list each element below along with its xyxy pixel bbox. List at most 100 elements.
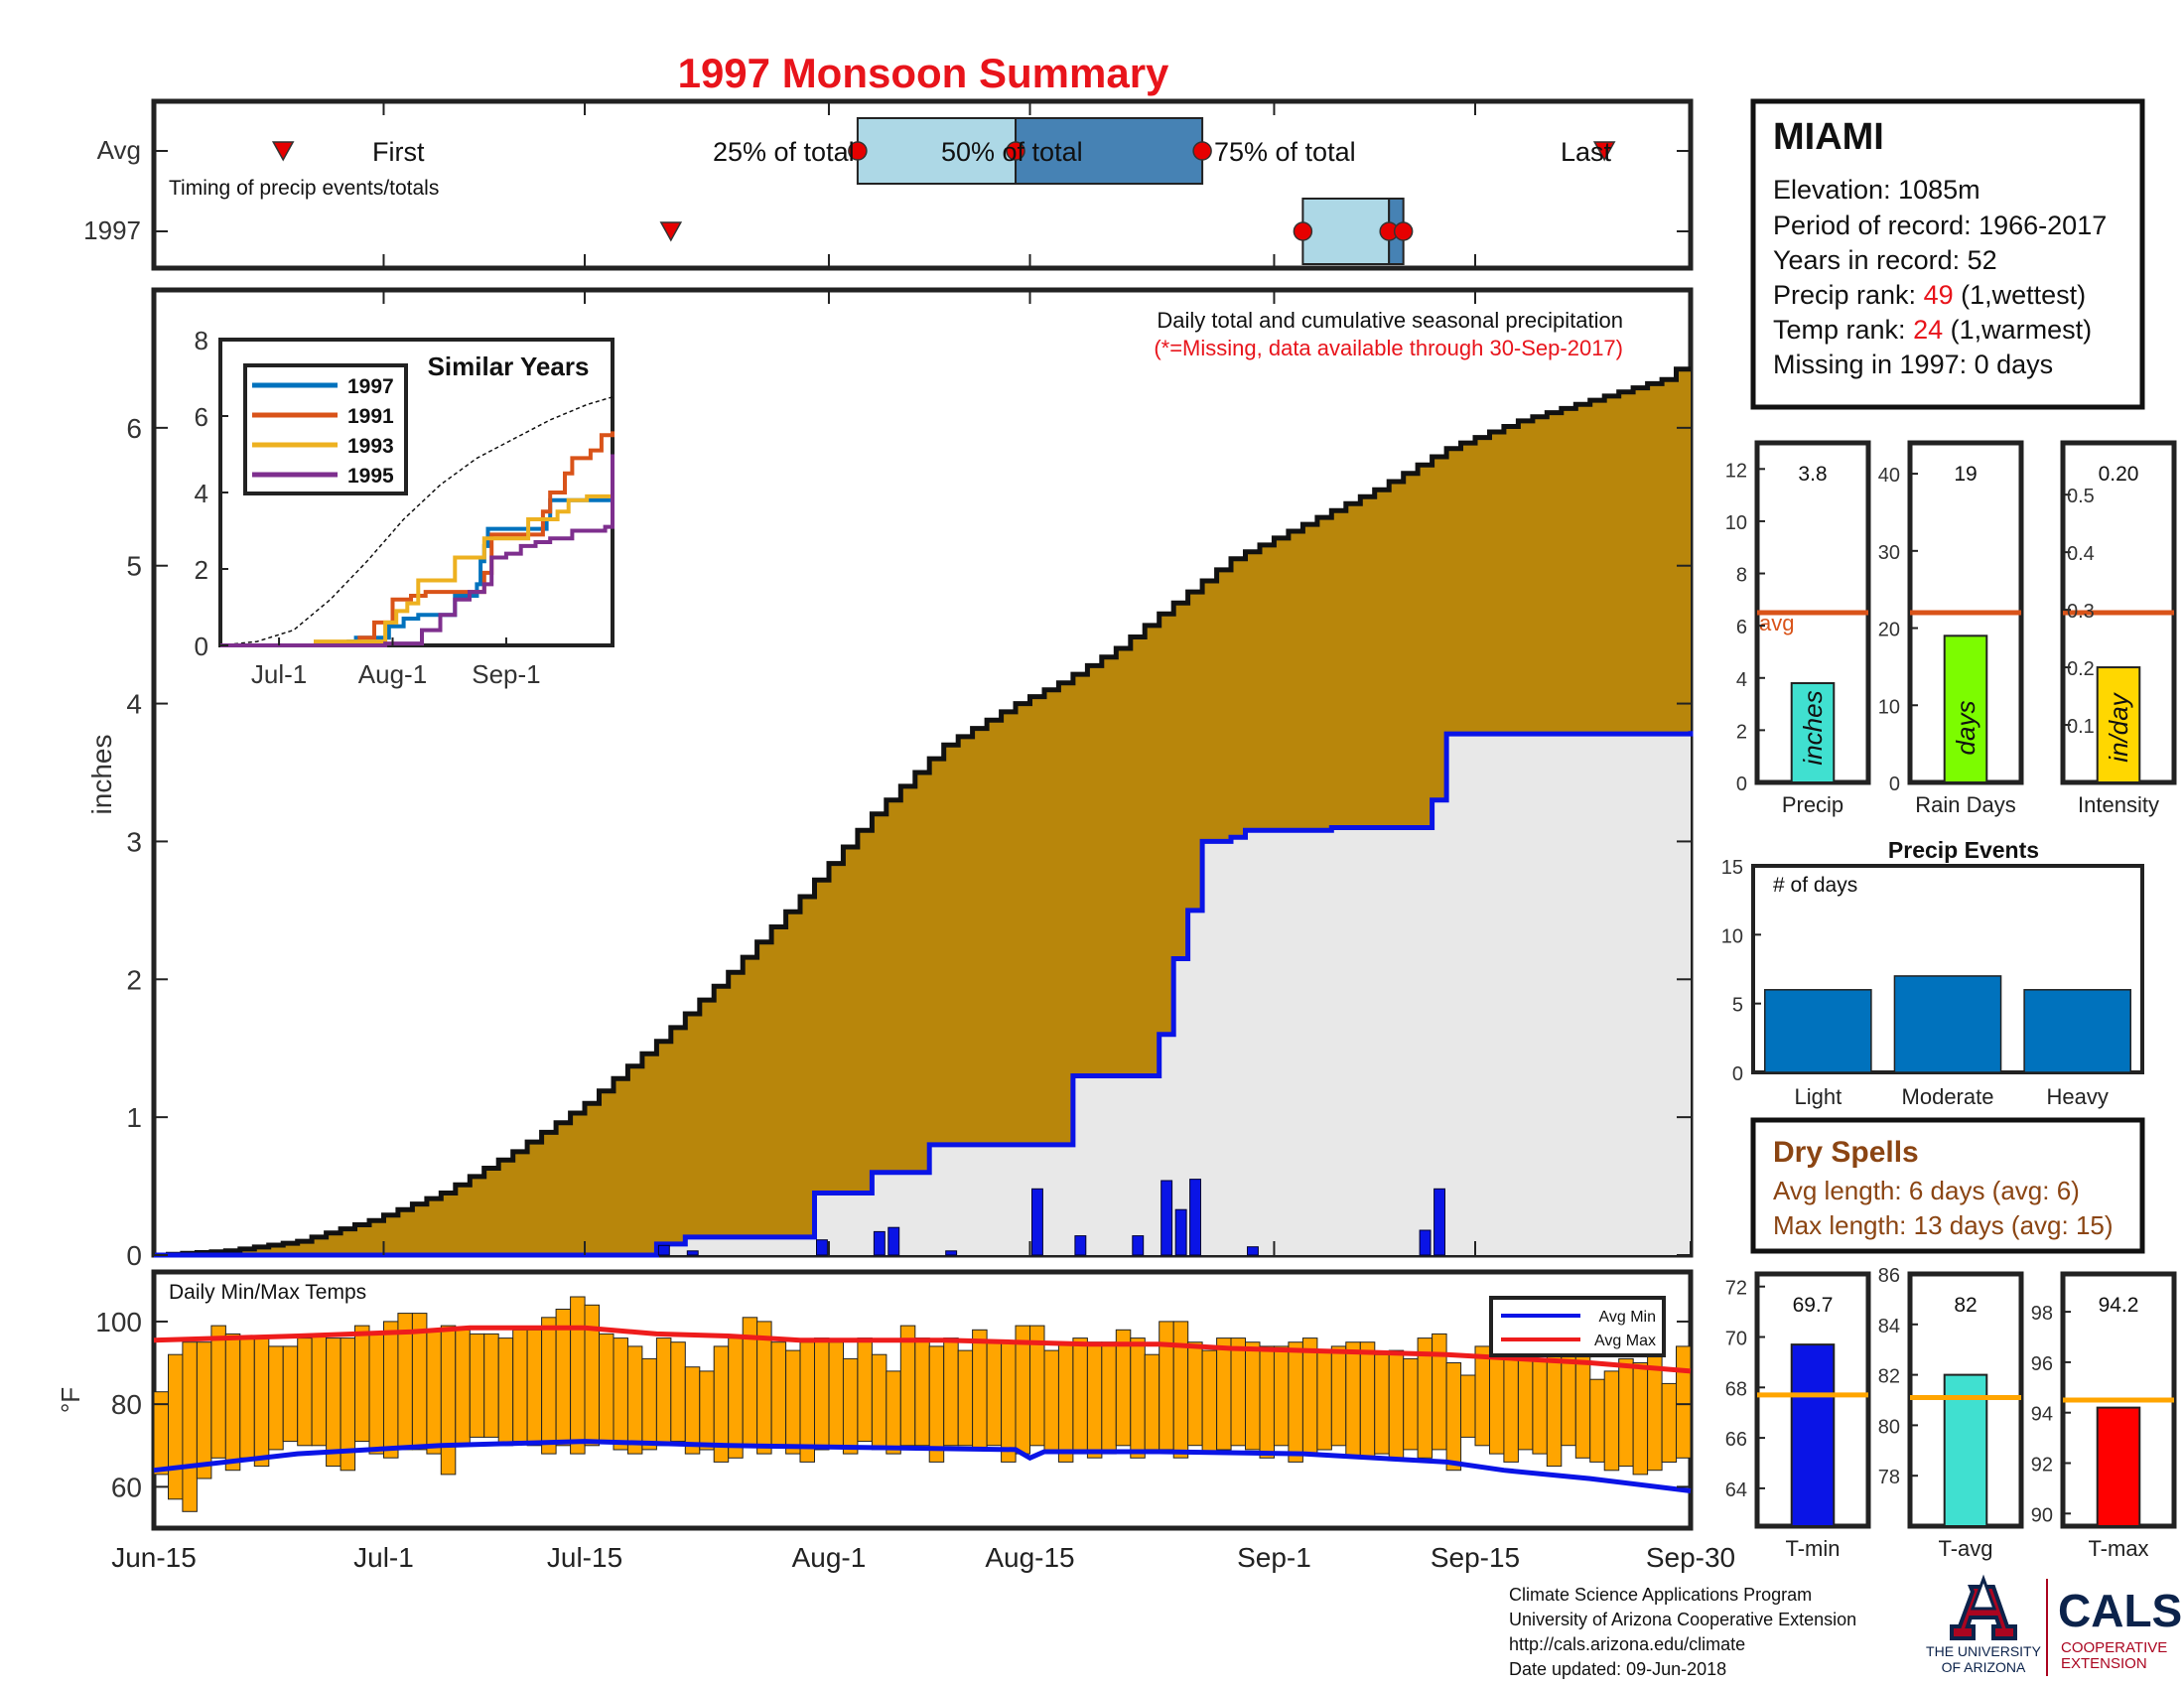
daily-temp-range-bar (1288, 1341, 1303, 1463)
daily-temp-range-bar (684, 1366, 701, 1455)
daily-temp-range-bar (426, 1329, 442, 1455)
daily-precip-bar (1433, 1188, 1445, 1256)
daily-temp-range-bar (1374, 1353, 1390, 1455)
panel-value-label: 69.7 (1793, 1294, 1834, 1317)
main-plot-title: Daily total and cumulative seasonal prec… (1157, 308, 1623, 333)
inset-x-tick-label: Sep-1 (472, 659, 540, 689)
timing-1997-first-marker-icon (659, 221, 683, 242)
daily-temp-range-bar (1474, 1345, 1490, 1447)
daily-temp-range-bar (770, 1341, 787, 1447)
timing-last-label: Last (1561, 137, 1612, 167)
station-period: Period of record: 1966-2017 (1773, 211, 2107, 240)
daily-temp-range-bar (914, 1337, 930, 1447)
timing-avg-first-marker-icon (271, 141, 295, 162)
avg-min-temp-line (153, 1439, 1692, 1493)
daily-temp-range-bar (526, 1329, 543, 1447)
precip-events-y-tick-label: 0 (1732, 1063, 1743, 1085)
main-y-tick-label: 1 (126, 1102, 142, 1133)
daily-temp-range-bar (1316, 1349, 1332, 1451)
inset-legend-label-1995: 1995 (347, 465, 394, 488)
x-axis-date-label: Jul-15 (547, 1542, 622, 1573)
daily-temp-range-bar (182, 1341, 198, 1512)
daily-precip-bar (1132, 1235, 1145, 1256)
x-axis-date-label: Sep-15 (1431, 1542, 1520, 1573)
daily-temp-range-bar (541, 1317, 557, 1455)
daily-temp-range-bar (972, 1329, 988, 1451)
panel-x-label: T-max (2088, 1536, 2148, 1561)
panel-y-tick-label: 64 (1725, 1479, 1747, 1501)
panel-y-tick-label: 80 (1878, 1416, 1900, 1438)
daily-temp-range-bar (1676, 1345, 1692, 1459)
daily-temp-range-bar (785, 1349, 801, 1455)
daily-temp-range-bar (1043, 1349, 1059, 1451)
panel-y-tick-label: 82 (1878, 1366, 1900, 1388)
panel-t-avg: 82 78 80 82 84 86 T-avg (1878, 1265, 2024, 1561)
panel-value-bar (1790, 1343, 1836, 1527)
station-elevation: Elevation: 1085m (1773, 175, 1980, 205)
panel-x-label: Intensity (2078, 792, 2159, 817)
main-y-tick-label: 2 (126, 964, 142, 995)
daily-temp-range-bar (1503, 1353, 1519, 1463)
daily-precip-bar (816, 1239, 828, 1256)
dry-spells-frame (1750, 1117, 2145, 1254)
daily-temp-range-bar (1330, 1345, 1347, 1447)
daily-temp-range-bar (655, 1337, 672, 1447)
main-y-tick-label: 4 (126, 689, 142, 720)
footer-line-3: http://cals.arizona.edu/climate (1509, 1634, 1745, 1654)
precip-events-bar (2023, 989, 2131, 1073)
daily-temp-range-bar (570, 1296, 586, 1455)
panel-value-label: 0.20 (2099, 463, 2139, 486)
temp-rank-value: 24 (1913, 315, 1943, 345)
temp-rank-prefix: Temp rank: (1773, 315, 1913, 345)
daily-temp-range-bar (1057, 1341, 1074, 1463)
panel-avg-label: avg (1759, 611, 1794, 635)
inset-legend-label-1997: 1997 (347, 375, 394, 398)
panel-y-tick-label: 0 (1736, 774, 1747, 795)
panel-x-label: Precip (1782, 792, 1843, 817)
station-precip-rank: Precip rank: 49 (1,wettest) (1773, 280, 2086, 310)
daily-temp-range-bar (483, 1333, 499, 1438)
daily-temp-range-bar (670, 1341, 686, 1443)
panel-y-tick-label: 0.4 (2067, 543, 2095, 565)
panel-value-label: 82 (1954, 1294, 1977, 1317)
daily-temp-range-bar (1603, 1370, 1620, 1472)
daily-temp-range-bar (928, 1345, 945, 1463)
daily-temp-range-bar (1574, 1349, 1591, 1459)
avg-cumulative-line (154, 366, 1691, 1258)
daily-precip-bar (1419, 1229, 1432, 1256)
daily-temp-range-bar (1589, 1378, 1605, 1463)
main-y-tick-label: 6 (126, 413, 142, 444)
panel-value-label: 94.2 (2099, 1294, 2139, 1317)
daily-precip-bar (1031, 1188, 1043, 1256)
x-axis-date-label: Aug-15 (985, 1542, 1074, 1573)
panel-t-max: 94.2 90 92 94 96 98 T-max (2031, 1271, 2177, 1561)
daily-temp-range-bar (599, 1333, 614, 1443)
panel-y-tick-label: 92 (2031, 1455, 2053, 1477)
precip-events-bar (1764, 989, 1872, 1073)
daily-temp-range-bar (455, 1329, 471, 1447)
inset-y-tick-label: 2 (195, 555, 208, 585)
daily-temp-range-bar (641, 1357, 657, 1451)
inset-y-tick-label: 6 (195, 402, 208, 432)
precip-events-category: Light (1794, 1084, 1842, 1109)
timing-1997-q75-marker-icon (1393, 221, 1414, 241)
daily-temp-range-bar (1216, 1337, 1232, 1451)
block-a-inner-icon (1970, 1574, 1997, 1611)
panel-unit-label: in/day (2104, 691, 2133, 762)
main-y-tick-label: 5 (126, 551, 142, 582)
daily-temp-range-bar (1489, 1353, 1505, 1455)
temp-y-tick-label: 100 (95, 1307, 142, 1337)
daily-temp-range-bar (1273, 1345, 1290, 1447)
precip-events-y-tick-label: 15 (1721, 857, 1743, 879)
daily-precip-bar (1160, 1180, 1173, 1256)
footer-line-1: Climate Science Applications Program (1509, 1585, 1812, 1605)
similar-years-inset: 0 2 4 6 8 Jul-1 Aug-1 Sep-1 Similar Years 1997 199… (195, 326, 614, 689)
daily-temp-range-bar (1072, 1337, 1088, 1455)
daily-temp-range-bar (1259, 1345, 1275, 1459)
panel-t-min: 69.7 64 66 68 70 72 T-min (1725, 1271, 1871, 1561)
daily-temp-range-bar (1187, 1341, 1203, 1447)
panel-unit-label: days (1951, 701, 1980, 756)
footer-credits: Climate Science Applications Program Uni… (1509, 1585, 1856, 1679)
panel-x-label: Rain Days (1915, 792, 2015, 817)
temp-y-tick-label: 80 (111, 1389, 142, 1420)
